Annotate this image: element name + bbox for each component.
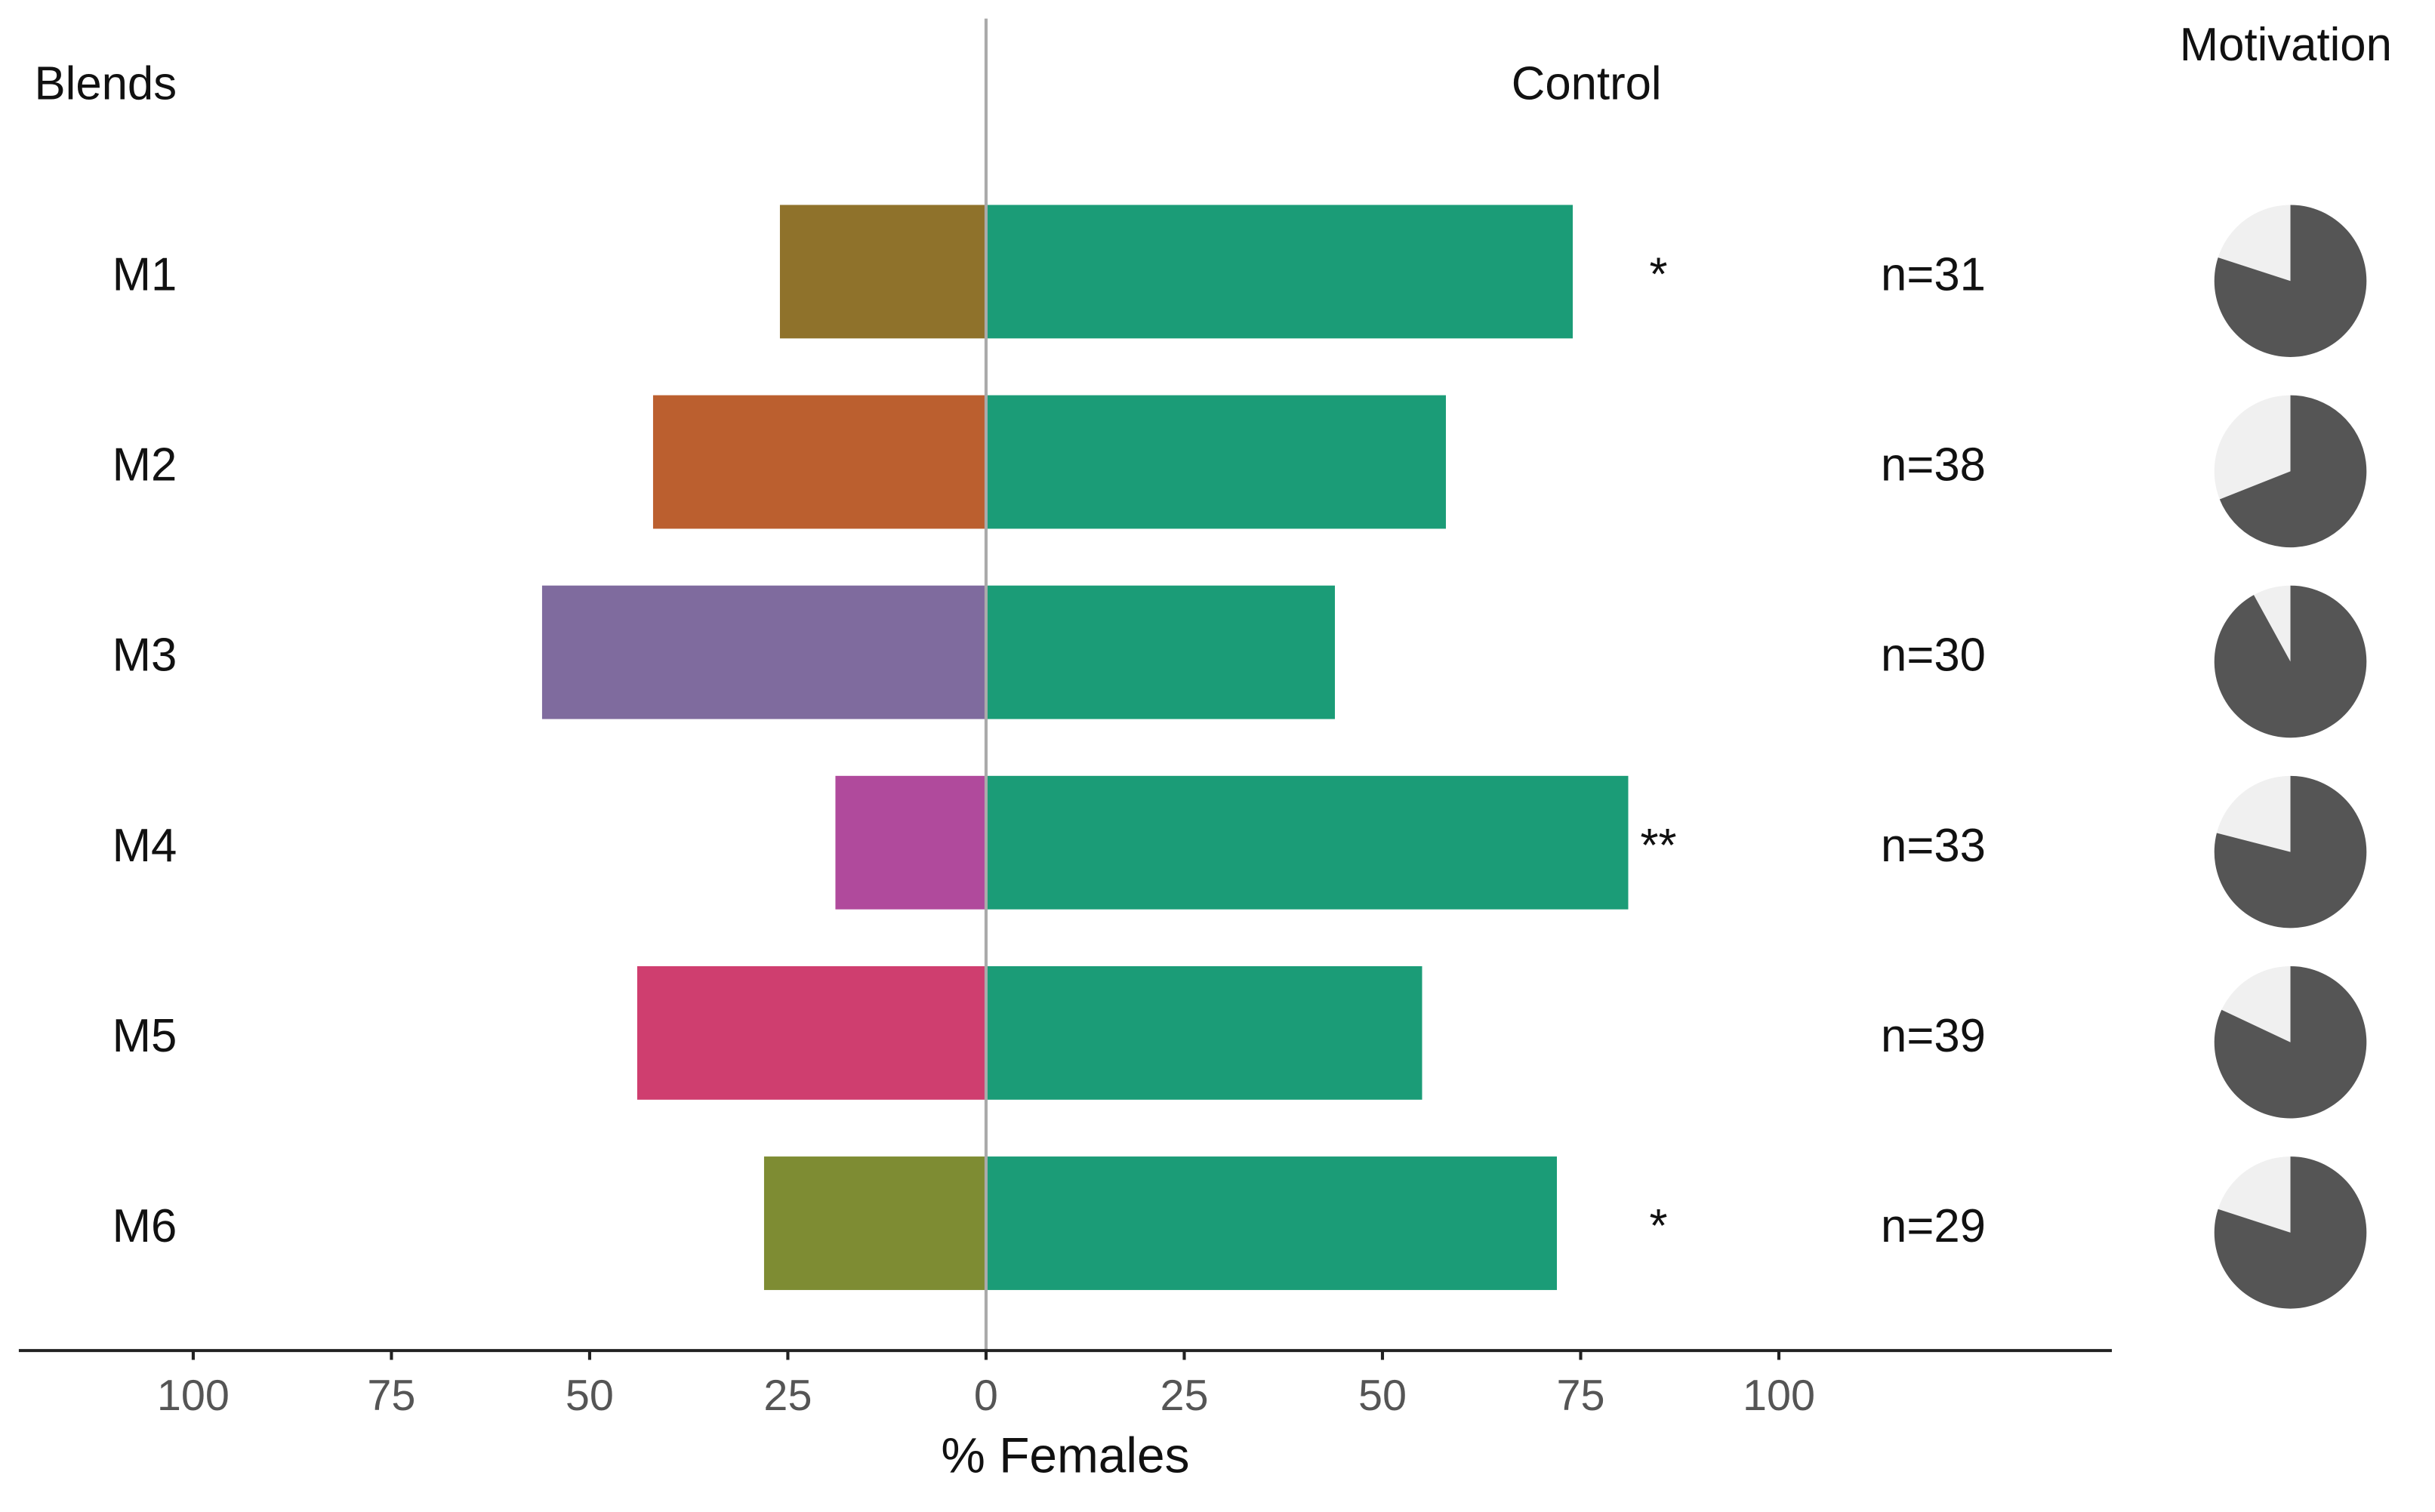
bar: [779, 205, 986, 339]
bar: [652, 395, 986, 529]
bar: [985, 585, 1335, 719]
significance-label: *: [1650, 1200, 1668, 1252]
n-label: n=38: [1881, 439, 1986, 491]
control-header: Control: [1512, 57, 1662, 109]
category-label: M5: [113, 1010, 177, 1062]
x-tick-label: 25: [763, 1372, 812, 1420]
pie-slice: [2214, 585, 2367, 738]
x-tick-label: 75: [367, 1372, 415, 1420]
bar: [985, 1156, 1557, 1290]
category-label: M3: [113, 630, 177, 682]
category-label: M6: [113, 1200, 177, 1252]
n-label: n=39: [1881, 1010, 1986, 1062]
bar: [985, 395, 1446, 529]
bar: [541, 585, 986, 719]
bar: [985, 965, 1422, 1100]
category-label: M2: [113, 439, 177, 491]
x-tick-label: 25: [1160, 1372, 1208, 1420]
pie-slice: [2214, 965, 2367, 1119]
n-label: n=31: [1881, 248, 1986, 300]
significance-label: *: [1650, 248, 1668, 300]
pie-slice: [2214, 205, 2367, 357]
bar: [835, 775, 986, 910]
bar: [763, 1156, 986, 1290]
blends-header: Blends: [34, 57, 177, 109]
pie-slice: [2219, 395, 2367, 548]
n-label: n=29: [1881, 1200, 1986, 1252]
pie-slice: [2214, 1156, 2367, 1309]
significance-label: **: [1641, 820, 1677, 872]
motivation-header: Motivation: [2180, 19, 2392, 71]
x-tick-label: 100: [157, 1372, 230, 1420]
category-label: M1: [113, 248, 177, 300]
x-tick-label: 0: [974, 1372, 998, 1420]
bar: [985, 205, 1573, 339]
bar: [636, 965, 986, 1100]
n-label: n=33: [1881, 820, 1986, 872]
x-tick-label: 50: [566, 1372, 614, 1420]
n-label: n=30: [1881, 630, 1986, 682]
x-tick-label: 50: [1358, 1372, 1407, 1420]
pie-slice: [2214, 775, 2367, 928]
x-tick-label: 75: [1556, 1372, 1604, 1420]
x-axis-title: % Females: [941, 1427, 1189, 1483]
category-label: M4: [113, 820, 177, 872]
x-tick-label: 100: [1743, 1372, 1815, 1420]
bar: [985, 775, 1629, 910]
